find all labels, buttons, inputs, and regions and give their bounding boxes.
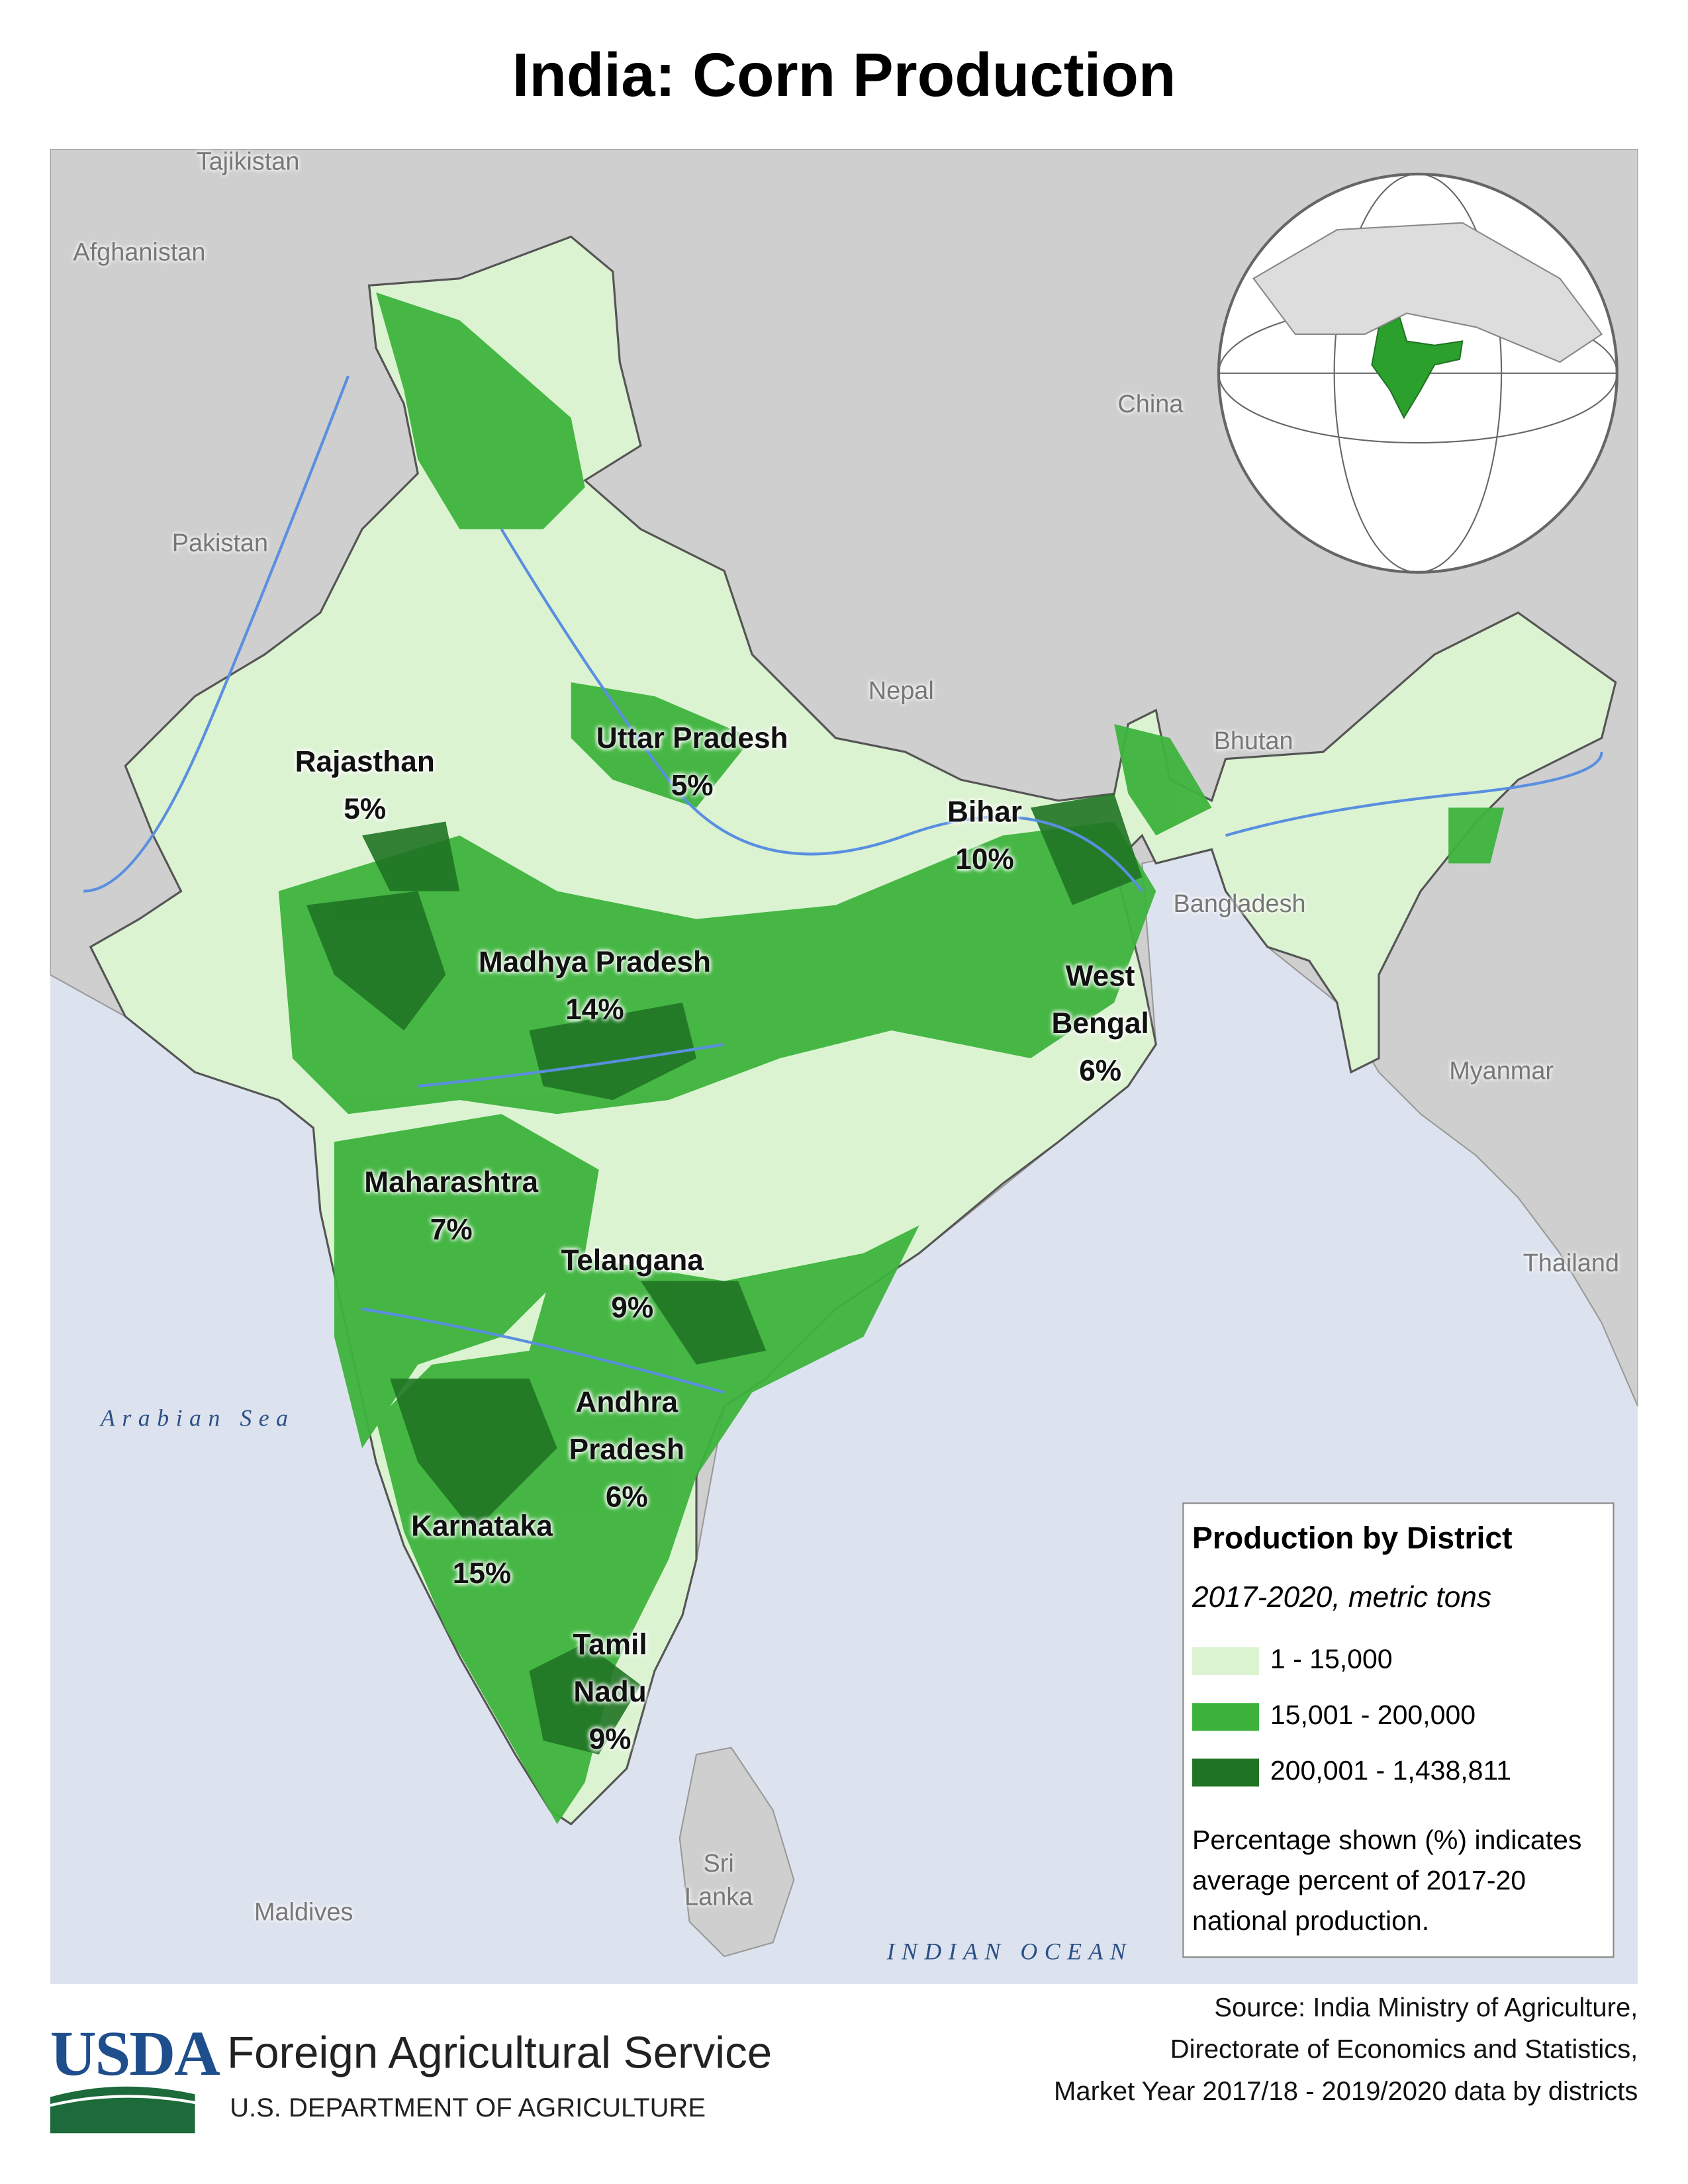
state-name: Uttar Pradesh — [596, 722, 788, 755]
usda-logo: USDA — [50, 2017, 220, 2089]
state-label: Tamil Nadu 9% — [547, 1622, 673, 1764]
state-label: Karnataka 15% — [371, 1504, 594, 1598]
state-percent: 7% — [430, 1214, 473, 1247]
state-percent: 14% — [565, 994, 624, 1026]
state-label: Madhya Pradesh 14% — [414, 940, 776, 1034]
legend-subtitle: 2017-2020, metric tons — [1192, 1582, 1491, 1614]
department-name: U.S. DEPARTMENT OF AGRICULTURE — [230, 2094, 706, 2124]
state-name: Telangana — [561, 1244, 704, 1277]
state-percent: 10% — [955, 844, 1014, 876]
state-label: Uttar Pradesh 5% — [539, 715, 845, 810]
districts-high — [306, 794, 1143, 1755]
legend-label: 200,001 - 1,438,811 — [1270, 1756, 1512, 1787]
state-name: Bihar — [947, 796, 1023, 829]
source-line: Directorate of Economics and Statistics, — [1170, 2036, 1638, 2066]
state-percent: 5% — [671, 770, 714, 802]
state-label: Bihar 10% — [901, 790, 1068, 884]
legend-swatch — [1192, 1647, 1260, 1676]
legend: Production by District 2017-2020, metric… — [1182, 1502, 1615, 1958]
legend-label: 1 - 15,000 — [1270, 1644, 1393, 1676]
rivers — [83, 375, 1603, 1394]
globe-inset — [1217, 172, 1618, 574]
state-label: Telangana 9% — [507, 1238, 758, 1332]
state-percent: 9% — [588, 1723, 632, 1756]
agency-name: Foreign Agricultural Service — [226, 2027, 773, 2078]
source-line: Market Year 2017/18 - 2019/2020 data by … — [1054, 2077, 1638, 2107]
state-label: Maharashtra 7% — [312, 1160, 590, 1255]
country-label: Afghanistan — [73, 238, 206, 266]
legend-swatch — [1192, 1758, 1260, 1787]
state-percent: 9% — [611, 1292, 654, 1324]
country-label: Pakistan — [171, 529, 269, 557]
districts-mid — [278, 292, 1505, 1825]
state-label: Rajasthan 5% — [226, 739, 504, 834]
country-label: Thailand — [1523, 1249, 1619, 1277]
source-line: Source: India Ministry of Agriculture, — [1214, 1993, 1638, 2024]
legend-note: Percentage shown (%) indicates average p… — [1192, 1825, 1582, 1937]
country-label: China — [1117, 390, 1184, 418]
state-name: Madhya Pradesh — [478, 946, 711, 979]
source: Source: India Ministry of Agriculture, Di… — [1054, 1989, 1638, 2114]
state-name: Tamil Nadu — [573, 1629, 647, 1709]
water-label: Arabian Sea — [100, 1404, 295, 1432]
state-name: West Bengal — [1051, 960, 1149, 1040]
state-name: Andhra Pradesh — [569, 1387, 684, 1467]
state-label: Andhra Pradesh 6% — [550, 1380, 703, 1522]
country-label: Maldives — [254, 1897, 353, 1926]
legend-label: 15,001 - 200,000 — [1270, 1700, 1476, 1731]
state-name: Karnataka — [411, 1510, 553, 1543]
state-name: Rajasthan — [295, 746, 435, 779]
country-label: Sri Lanka — [684, 1849, 753, 1911]
map — [50, 149, 1638, 1985]
logo-swoosh — [50, 2086, 195, 2134]
state-label: West Bengal 6% — [1031, 954, 1170, 1096]
state-percent: 6% — [1079, 1055, 1122, 1088]
state-name: Maharashtra — [364, 1167, 539, 1199]
state-percent: 5% — [344, 794, 387, 826]
country-label: Tajikistan — [196, 148, 300, 176]
map-title: India: Corn Production — [512, 42, 1176, 111]
legend-title: Production by District — [1192, 1520, 1513, 1556]
sri-lanka — [679, 1747, 795, 1958]
water-label: INDIAN OCEAN — [886, 1938, 1133, 1965]
state-percent: 15% — [452, 1558, 512, 1590]
legend-swatch — [1192, 1703, 1260, 1731]
country-label: Nepal — [868, 676, 934, 705]
country-label: Bangladesh — [1173, 889, 1306, 918]
state-percent: 6% — [605, 1481, 648, 1514]
country-label: Myanmar — [1449, 1056, 1554, 1085]
country-label: Bhutan — [1213, 727, 1293, 755]
